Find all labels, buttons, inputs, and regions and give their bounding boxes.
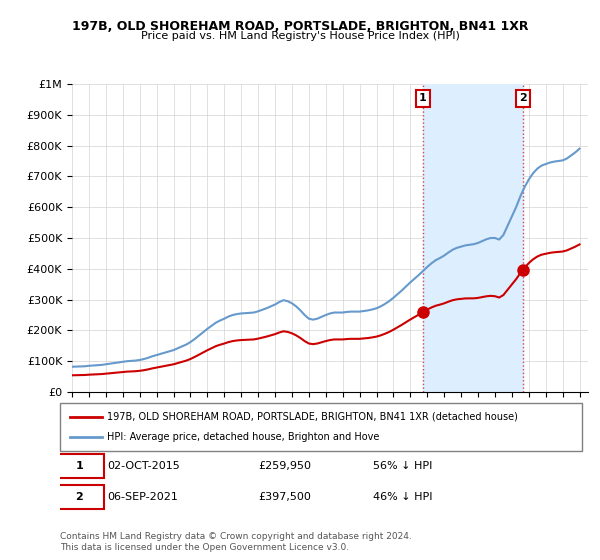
Text: 1: 1 — [76, 461, 83, 471]
Bar — [423, 84, 523, 392]
Text: 02-OCT-2015: 02-OCT-2015 — [107, 461, 180, 471]
Text: 46% ↓ HPI: 46% ↓ HPI — [373, 492, 433, 502]
Text: 197B, OLD SHOREHAM ROAD, PORTSLADE, BRIGHTON, BN41 1XR: 197B, OLD SHOREHAM ROAD, PORTSLADE, BRIG… — [72, 20, 528, 32]
Text: Contains HM Land Registry data © Crown copyright and database right 2024.
This d: Contains HM Land Registry data © Crown c… — [60, 532, 412, 552]
Text: £259,950: £259,950 — [259, 461, 311, 471]
Text: 1: 1 — [419, 93, 427, 103]
FancyBboxPatch shape — [55, 454, 104, 478]
Text: 06-SEP-2021: 06-SEP-2021 — [107, 492, 178, 502]
Text: 56% ↓ HPI: 56% ↓ HPI — [373, 461, 433, 471]
Text: HPI: Average price, detached house, Brighton and Hove: HPI: Average price, detached house, Brig… — [107, 432, 379, 442]
Text: 2: 2 — [76, 492, 83, 502]
Text: 2: 2 — [520, 93, 527, 103]
Text: £397,500: £397,500 — [259, 492, 311, 502]
Text: 197B, OLD SHOREHAM ROAD, PORTSLADE, BRIGHTON, BN41 1XR (detached house): 197B, OLD SHOREHAM ROAD, PORTSLADE, BRIG… — [107, 412, 518, 422]
FancyBboxPatch shape — [60, 403, 582, 451]
FancyBboxPatch shape — [55, 485, 104, 508]
Text: Price paid vs. HM Land Registry's House Price Index (HPI): Price paid vs. HM Land Registry's House … — [140, 31, 460, 41]
